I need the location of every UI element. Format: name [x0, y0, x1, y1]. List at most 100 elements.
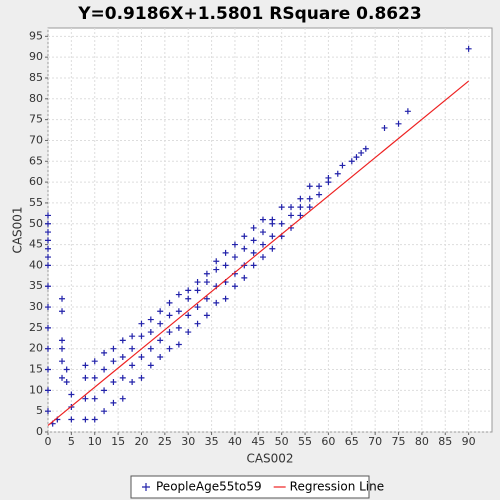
point — [59, 374, 66, 381]
point — [45, 283, 51, 290]
point — [68, 416, 75, 423]
x-tick-label: 45 — [251, 435, 265, 448]
y-tick-label: 0 — [36, 425, 43, 438]
point — [353, 154, 360, 161]
point — [59, 345, 66, 352]
x-tick-label: 60 — [321, 435, 335, 448]
point — [119, 374, 126, 381]
point — [101, 366, 108, 373]
point — [185, 329, 192, 336]
x-tick-label: 5 — [68, 435, 75, 448]
x-tick-label: 20 — [134, 435, 148, 448]
point — [259, 229, 266, 236]
point — [259, 216, 266, 223]
point — [194, 304, 201, 311]
point — [194, 279, 201, 286]
point — [175, 324, 182, 331]
point — [241, 233, 248, 240]
legend-label: Regression Line — [290, 480, 384, 494]
point — [45, 212, 51, 219]
regression-line — [47, 80, 470, 426]
point — [288, 212, 295, 219]
point — [166, 312, 173, 319]
point — [45, 229, 51, 236]
x-tick-label: 85 — [438, 435, 452, 448]
point — [325, 174, 332, 181]
y-tick-label: 65 — [29, 154, 43, 167]
point — [45, 304, 51, 311]
point — [306, 183, 313, 190]
point — [45, 366, 51, 373]
point — [269, 245, 276, 252]
point — [231, 283, 238, 290]
point — [297, 212, 304, 219]
point — [59, 308, 66, 315]
point — [222, 249, 229, 256]
point — [59, 295, 66, 302]
point — [45, 324, 51, 331]
point — [250, 249, 257, 256]
point — [91, 395, 98, 402]
point — [129, 333, 136, 340]
point — [45, 237, 51, 244]
y-tick-label: 55 — [29, 196, 43, 209]
point — [45, 262, 51, 269]
point — [185, 295, 192, 302]
x-tick-label: 80 — [415, 435, 429, 448]
point — [203, 295, 210, 302]
point — [203, 312, 210, 319]
point — [465, 45, 472, 52]
point — [45, 254, 51, 261]
x-tick-label: 10 — [88, 435, 102, 448]
point — [203, 279, 210, 286]
point — [306, 195, 313, 202]
point — [334, 170, 341, 177]
point — [231, 241, 238, 248]
point — [110, 358, 117, 365]
point — [82, 362, 89, 369]
point — [119, 354, 126, 361]
point — [82, 416, 89, 423]
point — [110, 379, 117, 386]
point — [259, 241, 266, 248]
point — [250, 237, 257, 244]
point — [101, 349, 108, 356]
point — [147, 316, 154, 323]
point — [59, 337, 66, 344]
x-tick-label: 15 — [111, 435, 125, 448]
y-tick-label: 60 — [29, 175, 43, 188]
point — [213, 258, 220, 265]
x-tick-label: 30 — [181, 435, 195, 448]
point — [138, 333, 145, 340]
point — [110, 345, 117, 352]
x-tick-label: 90 — [462, 435, 476, 448]
point — [129, 362, 136, 369]
legend-label: PeopleAge55to59 — [156, 480, 262, 494]
point — [147, 362, 154, 369]
point — [241, 274, 248, 281]
chart-title: Y=0.9186X+1.5801 RSquare 0.8623 — [77, 4, 422, 24]
legend — [130, 475, 370, 499]
point — [166, 345, 173, 352]
point — [194, 320, 201, 327]
point — [91, 374, 98, 381]
point — [231, 254, 238, 261]
point — [157, 320, 164, 327]
point — [297, 204, 304, 211]
point — [395, 120, 402, 127]
point — [82, 395, 89, 402]
point — [91, 358, 98, 365]
point — [358, 149, 365, 156]
y-tick-label: 20 — [29, 342, 43, 355]
point — [138, 354, 145, 361]
y-tick-label: 80 — [29, 92, 43, 105]
point — [269, 233, 276, 240]
x-tick-label: 50 — [275, 435, 289, 448]
y-tick-label: 10 — [29, 383, 43, 396]
point — [138, 320, 145, 327]
point — [45, 408, 51, 415]
y-tick-label: 70 — [29, 133, 43, 146]
y-tick-label: 30 — [29, 300, 43, 313]
point — [119, 337, 126, 344]
